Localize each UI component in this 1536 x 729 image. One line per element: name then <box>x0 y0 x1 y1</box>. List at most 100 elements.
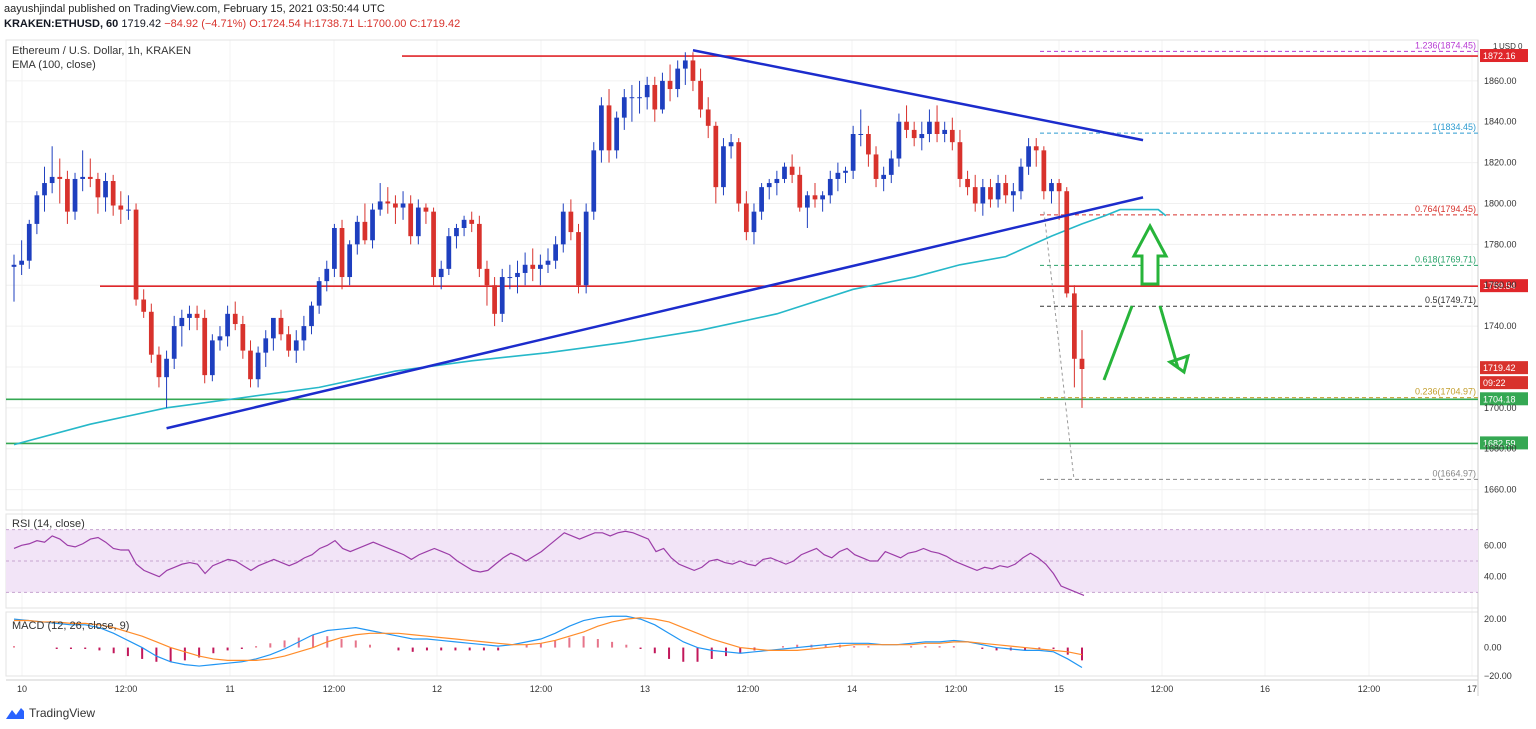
candle-body <box>827 178 833 196</box>
candle-body <box>949 129 955 143</box>
candle-body <box>934 121 940 134</box>
candle-body <box>400 203 406 208</box>
candle-body <box>553 244 558 261</box>
candle-body <box>812 195 818 200</box>
candle-body <box>568 211 574 233</box>
candle-body <box>759 187 764 212</box>
candle-body <box>614 117 620 151</box>
candle-body <box>858 134 864 135</box>
candle-body <box>377 201 383 210</box>
candle-body <box>385 201 391 204</box>
candle-body <box>698 80 703 110</box>
candle-body <box>538 264 543 269</box>
candle-body <box>293 340 299 351</box>
candle-body <box>263 338 269 353</box>
candle-body <box>644 84 650 98</box>
panel-frame-0 <box>5 39 1479 511</box>
macd-legend: MACD (12, 26, close, 9) <box>12 620 130 632</box>
candle-body <box>705 109 711 126</box>
signal-line <box>14 617 1083 661</box>
candle-body <box>164 358 169 378</box>
ema-line <box>13 208 1167 446</box>
last-price-badge <box>1480 361 1528 375</box>
candle-body <box>1003 183 1009 196</box>
candle-body <box>171 326 177 359</box>
price-level-label: 1682.59 <box>1483 438 1516 448</box>
rsi-tick-label: 40.00 <box>1484 572 1507 582</box>
price-tick-label: 1780.00 <box>1484 239 1517 249</box>
trendline <box>692 48 1144 142</box>
time-tick-label: 12:00 <box>323 684 346 694</box>
candle-body <box>499 277 505 314</box>
fib-level-label: 1(1834.45) <box>1432 122 1476 132</box>
candle-body <box>751 211 757 233</box>
candle-body <box>919 134 925 139</box>
chart-title: Ethereum / U.S. Dollar, 1h, KRAKEN <box>12 45 192 57</box>
candle-body <box>133 209 139 300</box>
up-block-arrow <box>1131 222 1169 286</box>
candle-body <box>583 211 589 286</box>
candle-body <box>42 183 47 196</box>
rsi-overbought-band <box>6 529 1478 593</box>
candle-body <box>431 211 436 278</box>
panel-frames <box>5 39 1479 696</box>
candle-body <box>682 60 688 69</box>
time-tick-label: 12:00 <box>1151 684 1174 694</box>
candle-body <box>301 326 307 341</box>
price-level-badge <box>1480 436 1528 450</box>
candle-body <box>316 281 322 306</box>
rsi-line <box>13 530 1085 597</box>
candle-body <box>1033 146 1039 151</box>
macd-tick-label: 0.00 <box>1484 643 1502 653</box>
candle-body <box>461 219 467 228</box>
symbol-label: KRAKEN:ETHUSD, 60 <box>4 18 119 30</box>
candle-body <box>805 195 810 208</box>
price-tick-label: 1700.00 <box>1484 403 1517 413</box>
candle-body <box>408 203 414 237</box>
macd-line <box>13 615 1083 668</box>
candle-body <box>1072 293 1077 359</box>
time-tick-label: 12 <box>432 684 442 694</box>
candle-body <box>911 129 917 139</box>
candle-body <box>629 97 635 99</box>
candle-body <box>11 264 17 267</box>
candle-body <box>217 336 223 341</box>
price-tick-label: 1740.00 <box>1484 321 1517 331</box>
rsi-series-line <box>13 530 1085 597</box>
price-axis-unit: USD <box>1499 42 1516 51</box>
candle-body <box>110 181 116 206</box>
fib-level-label: 0.5(1749.71) <box>1425 295 1476 305</box>
symbol-ohlc-line: KRAKEN:ETHUSD, 60 1719.42 −84.92 (−4.71%… <box>4 18 460 30</box>
candle-body <box>65 178 70 212</box>
fibonacci-levels: 1.236(1874.45) 1(1834.45) 0.764(1794.45) 0.… <box>1040 40 1478 480</box>
candle-body <box>675 68 681 90</box>
price-level-badge <box>1480 49 1528 63</box>
candle-body <box>866 134 871 155</box>
price-chart[interactable]: 1872.16 1759.54 1704.18 1682.59 1.236(1874.… <box>0 36 1536 702</box>
candle-body <box>438 268 444 278</box>
candle-body <box>721 146 726 188</box>
candle-body <box>728 142 734 147</box>
candle-body <box>415 207 421 237</box>
price-level-badge <box>1480 392 1528 406</box>
trendlines <box>166 48 1144 430</box>
candle-body <box>621 97 627 118</box>
price-level-label: 1759.54 <box>1483 281 1516 291</box>
last-price-label: 1719.42 <box>1483 363 1516 373</box>
candle-body <box>942 129 948 134</box>
up-swing-arrow <box>1102 305 1134 381</box>
ema-100-line <box>13 208 1167 446</box>
panel-frame-2 <box>5 611 1479 677</box>
candle-body <box>522 264 528 273</box>
price-axis-top-label: 1 <box>1493 42 1498 51</box>
candle-body <box>843 170 848 173</box>
rsi-legend: RSI (14, close) <box>12 518 85 530</box>
candle-body <box>545 260 551 265</box>
candle-body <box>148 311 154 355</box>
time-tick-label: 11 <box>225 684 234 694</box>
candle-body <box>1079 358 1085 369</box>
time-tick-label: 12:00 <box>737 684 760 694</box>
price-change: −84.92 (−4.71%) <box>164 18 247 30</box>
candle-body <box>34 195 40 224</box>
last-price: 1719.42 <box>121 18 162 30</box>
